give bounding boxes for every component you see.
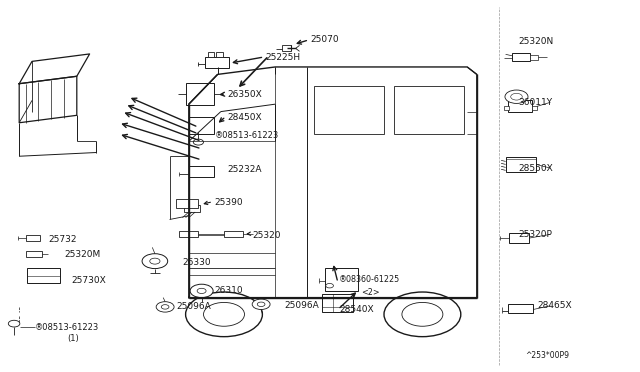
Bar xyxy=(509,233,529,243)
Bar xyxy=(282,45,291,51)
Bar xyxy=(394,86,464,134)
Text: 25732: 25732 xyxy=(48,235,77,244)
Text: 25096A: 25096A xyxy=(285,301,319,310)
Circle shape xyxy=(505,90,528,103)
Circle shape xyxy=(197,288,206,294)
Bar xyxy=(314,86,384,134)
Bar xyxy=(176,199,198,208)
Circle shape xyxy=(257,302,265,307)
Bar xyxy=(532,106,537,110)
Text: 25390: 25390 xyxy=(214,198,243,207)
Text: 36011Y: 36011Y xyxy=(518,98,552,107)
Text: 25730X: 25730X xyxy=(72,276,106,285)
Bar xyxy=(504,106,509,110)
Text: ®08513-61223: ®08513-61223 xyxy=(35,323,99,332)
Text: 25225H: 25225H xyxy=(266,53,301,62)
Text: 25320P: 25320P xyxy=(518,230,552,239)
Text: ®08513-61223: ®08513-61223 xyxy=(214,131,278,140)
Bar xyxy=(186,83,214,105)
Circle shape xyxy=(150,258,160,264)
Circle shape xyxy=(156,302,174,312)
Bar xyxy=(26,251,42,257)
Circle shape xyxy=(142,254,168,269)
Text: 26310: 26310 xyxy=(214,286,243,295)
Text: 25320: 25320 xyxy=(253,231,282,240)
Bar xyxy=(26,235,40,241)
Text: (1): (1) xyxy=(67,334,79,343)
Text: 28450X: 28450X xyxy=(227,113,262,122)
Circle shape xyxy=(384,292,461,337)
Text: 26350X: 26350X xyxy=(227,90,262,99)
Circle shape xyxy=(204,302,244,326)
Bar xyxy=(508,100,532,112)
Bar xyxy=(224,231,243,237)
Text: 26330: 26330 xyxy=(182,258,211,267)
Circle shape xyxy=(511,93,522,100)
Bar xyxy=(205,57,229,68)
Circle shape xyxy=(326,283,333,288)
Bar xyxy=(189,117,214,134)
Text: 25320M: 25320M xyxy=(64,250,100,259)
Text: 28540X: 28540X xyxy=(339,305,374,314)
Circle shape xyxy=(186,292,262,337)
Bar xyxy=(325,268,358,291)
Circle shape xyxy=(252,299,270,310)
Bar xyxy=(184,205,200,212)
Bar xyxy=(506,157,536,172)
Bar xyxy=(208,52,214,57)
Text: 25320N: 25320N xyxy=(518,37,554,46)
Bar xyxy=(189,166,214,177)
Bar xyxy=(27,268,60,283)
Circle shape xyxy=(190,284,213,298)
Circle shape xyxy=(8,320,20,327)
Bar xyxy=(322,294,353,312)
Text: 25096A: 25096A xyxy=(176,302,211,311)
Bar xyxy=(512,53,530,61)
Text: ^253*00P9: ^253*00P9 xyxy=(525,351,569,360)
Text: 25070: 25070 xyxy=(310,35,339,44)
Bar xyxy=(216,52,223,57)
Circle shape xyxy=(402,302,443,326)
Text: 28465X: 28465X xyxy=(538,301,572,310)
Bar xyxy=(508,304,533,313)
Text: 28550X: 28550X xyxy=(518,164,553,173)
Bar xyxy=(530,55,538,60)
Circle shape xyxy=(193,139,204,145)
Text: 25232A: 25232A xyxy=(227,165,262,174)
Circle shape xyxy=(161,305,169,309)
Text: <2>: <2> xyxy=(362,288,380,296)
Bar xyxy=(179,231,198,237)
Text: ®08360-61225: ®08360-61225 xyxy=(339,275,401,284)
